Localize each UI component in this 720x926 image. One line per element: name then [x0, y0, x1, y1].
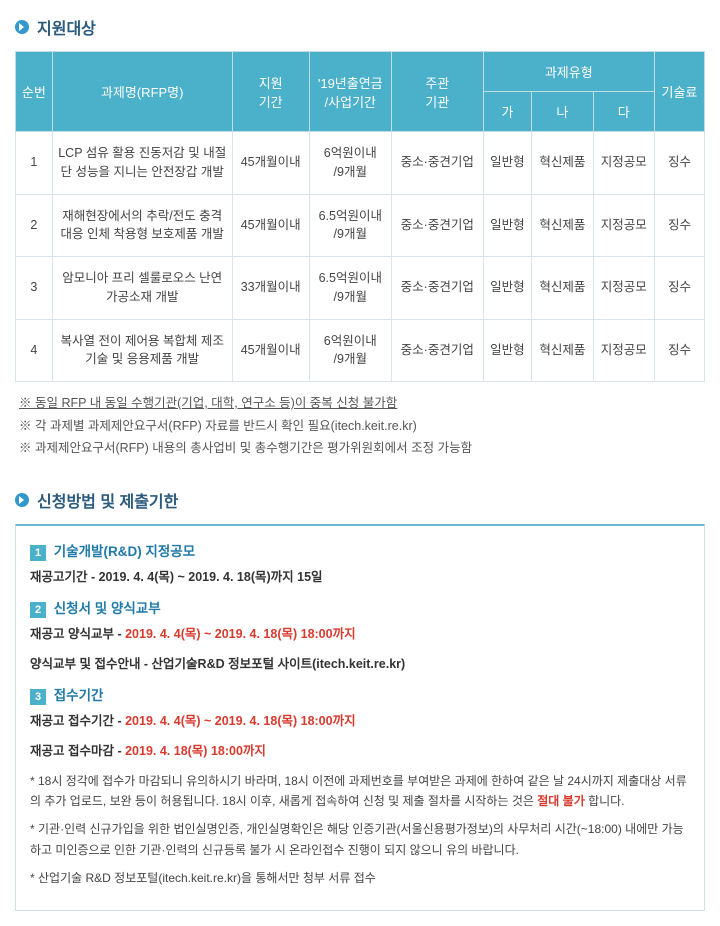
footnote-2: * 기관·인력 신규가입을 위한 법인실명인증, 개인실명확인은 해당 인증기관…: [30, 819, 690, 860]
table-cell: 45개월이내: [232, 194, 309, 257]
th-fund: '19년출연금/사업기간: [309, 52, 391, 132]
table-cell: 33개월이내: [232, 257, 309, 320]
table-cell: 중소·중견기업: [391, 194, 483, 257]
table-cell: 징수: [654, 132, 704, 195]
sub3-line2: 재공고 접수마감 - 2019. 4. 18(목) 18:00까지: [30, 741, 690, 761]
table-cell: 징수: [654, 319, 704, 382]
section2-title-text: 신청방법 및 제출기한: [37, 488, 178, 512]
section1-title-text: 지원대상: [37, 15, 96, 39]
table-cell: 6.5억원이내/9개월: [309, 257, 391, 320]
table-cell: 중소·중견기업: [391, 257, 483, 320]
table-cell: 4: [16, 319, 53, 382]
table-cell: 45개월이내: [232, 319, 309, 382]
bullet-icon: [15, 20, 29, 34]
table-row: 1LCP 섬유 활용 진동저감 및 내절단 성능을 지니는 안전장갑 개발45개…: [16, 132, 705, 195]
sub2-line2: 양식교부 및 접수안내 - 산업기술R&D 정보포털 사이트(itech.kei…: [30, 654, 690, 674]
th-period: 지원기간: [232, 52, 309, 132]
th-type-a: 가: [483, 92, 532, 132]
note-2: ※ 각 과제별 과제제안요구서(RFP) 자료를 반드시 확인 필요(itech…: [19, 415, 705, 438]
table-cell: 지정공모: [593, 319, 654, 382]
table-cell: 혁신제품: [532, 194, 593, 257]
th-type-b: 나: [532, 92, 593, 132]
footnote-3: * 산업기술 R&D 정보포털(itech.keit.re.kr)을 통해서만 …: [30, 868, 690, 888]
table-cell: 징수: [654, 194, 704, 257]
sub-box: 1 기술개발(R&D) 지정공모 재공고기간 - 2019. 4. 4(목) ~…: [15, 524, 705, 912]
table-cell: 2: [16, 194, 53, 257]
table-cell: 6억원이내/9개월: [309, 319, 391, 382]
sub3-heading: 3 접수기간: [30, 684, 690, 705]
sub1-line: 재공고기간 - 2019. 4. 4(목) ~ 2019. 4. 18(목)까지…: [30, 567, 690, 587]
table-cell: 6.5억원이내/9개월: [309, 194, 391, 257]
note-1: ※ 동일 RFP 내 동일 수행기관(기업, 대학, 연구소 등)이 중복 신청…: [19, 392, 705, 415]
table-cell: 재해현장에서의 추락/전도 충격 대응 인체 착용형 보호제품 개발: [52, 194, 232, 257]
table-cell: LCP 섬유 활용 진동저감 및 내절단 성능을 지니는 안전장갑 개발: [52, 132, 232, 195]
num-2: 2: [30, 602, 46, 618]
sub2-heading: 2 신청서 및 양식교부: [30, 597, 690, 618]
table-cell: 중소·중견기업: [391, 132, 483, 195]
table-cell: 45개월이내: [232, 132, 309, 195]
table-cell: 지정공모: [593, 194, 654, 257]
table-cell: 지정공모: [593, 257, 654, 320]
table-cell: 암모니아 프리 셀룰로오스 난연 가공소재 개발: [52, 257, 232, 320]
section1-title: 지원대상: [15, 15, 705, 39]
table-cell: 징수: [654, 257, 704, 320]
support-table: 순번 과제명(RFP명) 지원기간 '19년출연금/사업기간 주관기관 과제유형…: [15, 51, 705, 382]
table-row: 2재해현장에서의 추락/전도 충격 대응 인체 착용형 보호제품 개발45개월이…: [16, 194, 705, 257]
table-row: 4복사열 전이 제어용 복합체 제조기술 및 응용제품 개발45개월이내6억원이…: [16, 319, 705, 382]
table-cell: 혁신제품: [532, 257, 593, 320]
th-type-c: 다: [593, 92, 654, 132]
table-cell: 6억원이내/9개월: [309, 132, 391, 195]
num-3: 3: [30, 689, 46, 705]
th-org: 주관기관: [391, 52, 483, 132]
table-cell: 일반형: [483, 132, 532, 195]
section2-title: 신청방법 및 제출기한: [15, 488, 705, 512]
table-cell: 복사열 전이 제어용 복합체 제조기술 및 응용제품 개발: [52, 319, 232, 382]
footnote-1: * 18시 정각에 접수가 마감되니 유의하시기 바라며, 18시 이전에 과제…: [30, 771, 690, 812]
sub2-line1: 재공고 양식교부 - 2019. 4. 4(목) ~ 2019. 4. 18(목…: [30, 624, 690, 644]
sub1-label: 기술개발(R&D) 지정공모: [54, 544, 195, 559]
table-cell: 3: [16, 257, 53, 320]
notes-block: ※ 동일 RFP 내 동일 수행기관(기업, 대학, 연구소 등)이 중복 신청…: [19, 392, 705, 460]
table-cell: 일반형: [483, 194, 532, 257]
num-1: 1: [30, 545, 46, 561]
th-no: 순번: [16, 52, 53, 132]
table-cell: 중소·중견기업: [391, 319, 483, 382]
th-fee: 기술료: [654, 52, 704, 132]
note-3: ※ 과제제안요구서(RFP) 내용의 총사업비 및 총수행기간은 평가위원회에서…: [19, 437, 705, 460]
table-row: 3암모니아 프리 셀룰로오스 난연 가공소재 개발33개월이내6.5억원이내/9…: [16, 257, 705, 320]
th-type: 과제유형: [483, 52, 654, 92]
sub3-line1: 재공고 접수기간 - 2019. 4. 4(목) ~ 2019. 4. 18(목…: [30, 711, 690, 731]
table-cell: 혁신제품: [532, 132, 593, 195]
table-cell: 1: [16, 132, 53, 195]
table-cell: 일반형: [483, 257, 532, 320]
sub2-label: 신청서 및 양식교부: [54, 601, 161, 616]
sub1-heading: 1 기술개발(R&D) 지정공모: [30, 540, 690, 561]
table-cell: 일반형: [483, 319, 532, 382]
bullet-icon: [15, 493, 29, 507]
sub3-label: 접수기간: [54, 688, 104, 703]
table-cell: 지정공모: [593, 132, 654, 195]
table-cell: 혁신제품: [532, 319, 593, 382]
th-name: 과제명(RFP명): [52, 52, 232, 132]
